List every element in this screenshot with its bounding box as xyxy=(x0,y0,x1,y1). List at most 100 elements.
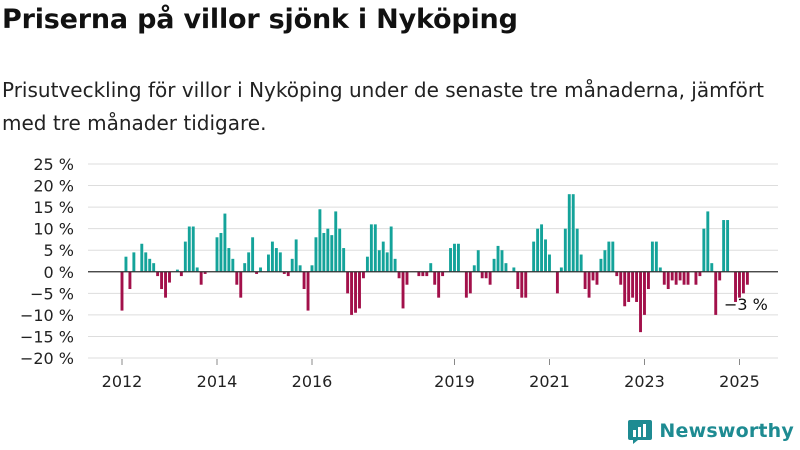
x-tick-label: 2016 xyxy=(292,372,333,391)
bar xyxy=(532,241,536,272)
bar xyxy=(195,267,199,272)
bar xyxy=(417,271,421,277)
bar xyxy=(302,271,306,290)
bar xyxy=(674,271,678,285)
bar xyxy=(567,194,571,272)
bar xyxy=(330,235,334,272)
y-tick-label: 5 % xyxy=(44,241,74,260)
bar xyxy=(326,228,330,272)
bar xyxy=(536,228,540,272)
bar xyxy=(322,232,326,272)
bar xyxy=(362,271,365,279)
bar xyxy=(706,211,710,272)
x-tick-label: 2025 xyxy=(719,372,760,391)
bar xyxy=(607,241,611,272)
bar xyxy=(377,250,381,272)
bar xyxy=(710,263,714,272)
bar xyxy=(227,248,231,272)
bar xyxy=(274,248,278,272)
bar xyxy=(164,271,167,298)
y-tick-label: 10 % xyxy=(33,220,74,239)
brand-name: Newsworthy xyxy=(659,420,794,442)
bar xyxy=(385,252,389,272)
bar xyxy=(251,237,255,272)
bar xyxy=(282,271,286,274)
bar xyxy=(437,271,441,298)
bar xyxy=(611,241,615,272)
bar xyxy=(350,271,354,315)
bar xyxy=(441,271,445,277)
bar xyxy=(144,252,148,272)
bar xyxy=(524,271,528,298)
bar xyxy=(397,271,401,279)
bar xyxy=(247,252,251,272)
bar xyxy=(346,271,350,294)
bar xyxy=(599,258,603,272)
bar xyxy=(231,258,235,272)
bar xyxy=(472,265,476,272)
bar xyxy=(678,271,682,281)
chart-title: Priserna på villor sjönk i Nyköping xyxy=(2,4,518,35)
bar xyxy=(318,209,322,272)
bar xyxy=(286,271,290,277)
bar xyxy=(595,271,599,285)
y-tick-label: −15 % xyxy=(20,327,74,346)
bar xyxy=(314,237,318,272)
y-tick-label: 20 % xyxy=(33,177,74,196)
bar xyxy=(235,271,239,285)
bar xyxy=(369,224,373,272)
bar xyxy=(488,271,492,285)
bar xyxy=(354,271,357,313)
bar xyxy=(540,224,544,272)
bar xyxy=(425,271,429,277)
last-value-label: −3 % xyxy=(724,295,768,314)
bar xyxy=(745,271,749,285)
bar xyxy=(270,241,274,272)
bar xyxy=(140,243,144,272)
bar xyxy=(381,241,385,272)
chart-subtitle: Prisutveckling för villor i Nyköping und… xyxy=(2,78,764,135)
x-tick-label: 2014 xyxy=(197,372,238,391)
bar xyxy=(160,271,164,290)
bar xyxy=(738,271,741,298)
bar xyxy=(278,252,282,272)
bar xyxy=(199,271,203,285)
bar xyxy=(619,271,623,285)
bar xyxy=(183,241,187,272)
bar xyxy=(726,220,730,272)
bar xyxy=(468,271,472,294)
bar xyxy=(654,241,658,272)
bar xyxy=(306,271,310,311)
y-tick-label: −20 % xyxy=(20,349,74,368)
bar xyxy=(548,254,551,272)
y-tick-label: 25 % xyxy=(33,155,74,174)
bar xyxy=(718,271,722,281)
bar xyxy=(583,271,587,290)
bar xyxy=(243,263,247,272)
bar xyxy=(191,226,195,272)
bar xyxy=(203,271,207,274)
bar xyxy=(512,267,516,272)
bar xyxy=(401,271,405,309)
bar xyxy=(290,258,294,272)
bar xyxy=(639,271,642,333)
bar xyxy=(682,271,686,285)
bar xyxy=(544,239,547,272)
bar xyxy=(627,271,631,302)
bar xyxy=(476,250,480,272)
bar xyxy=(496,245,500,272)
bar xyxy=(571,194,575,272)
bar xyxy=(563,228,567,272)
bar xyxy=(298,265,302,272)
bar xyxy=(156,271,160,277)
bar xyxy=(650,241,654,272)
bar xyxy=(255,271,259,274)
bar xyxy=(492,258,496,272)
bar xyxy=(694,271,698,285)
x-tick-label: 2021 xyxy=(529,372,570,391)
bar xyxy=(365,256,369,272)
bar xyxy=(686,271,690,285)
bar xyxy=(187,226,191,272)
bar xyxy=(603,250,607,272)
bar xyxy=(128,271,132,290)
